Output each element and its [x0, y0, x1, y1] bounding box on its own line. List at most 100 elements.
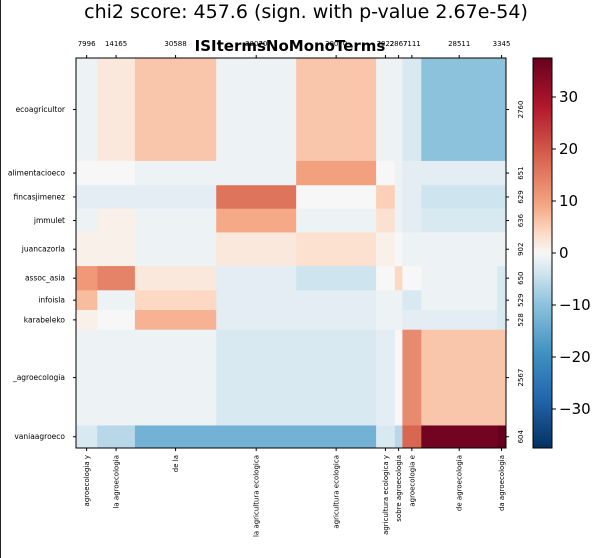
heatmap-cell: [402, 232, 422, 267]
column-label: agricultura ecologica: [333, 455, 341, 529]
heatmap-cell: [394, 160, 403, 186]
heatmap-cell: [394, 185, 403, 209]
heatmap-cell: [216, 232, 297, 267]
column-count-label: 28511: [448, 40, 470, 48]
heatmap-cell: [216, 208, 297, 233]
heatmap-cell: [497, 208, 507, 233]
heatmap-cell: [134, 329, 217, 426]
colorbar-tick-label: −10: [559, 296, 591, 314]
heatmap-cell: [134, 160, 217, 186]
heatmap-cell: [97, 290, 136, 311]
plot-frame: [75, 57, 507, 449]
row-count-label: 604: [517, 430, 525, 444]
heatmap-cell: [97, 329, 136, 426]
chart-subtitle: ISItermsNoMonoTerms: [195, 37, 386, 55]
heatmap-cell: [394, 425, 403, 449]
heatmap-cell: [134, 266, 217, 291]
heatmap-cell: [376, 290, 396, 311]
colorbar: 30 20 10 0 −10 −20 −30: [532, 57, 591, 449]
heatmap-cell: [402, 329, 422, 426]
heatmap-cell: [394, 58, 403, 162]
heatmap-cell: [97, 232, 136, 267]
heatmap-cell: [296, 266, 377, 291]
row-label: juancazorla: [21, 245, 65, 254]
heatmap-cell: [394, 290, 403, 311]
heatmap-cell: [97, 208, 136, 233]
row-label: karabeleko: [24, 315, 66, 324]
heatmap-cell: [216, 329, 297, 426]
heatmap-cell: [76, 310, 98, 331]
heatmap-cell: [134, 208, 217, 233]
heatmap-cell: [421, 425, 498, 449]
heatmap-cell: [76, 290, 98, 311]
heatmap-cell: [394, 266, 403, 291]
row-count-label: 651: [517, 166, 525, 179]
column-label: agroecologia y: [83, 455, 91, 506]
heatmap-cell: [76, 208, 98, 233]
row-count-label: 650: [517, 271, 525, 284]
left-edge-line: [0, 0, 1, 558]
row-label: ecoagricultor: [16, 105, 66, 114]
heatmap-cell: [376, 208, 396, 233]
heatmap-cell: [376, 425, 396, 449]
row-label: jmmulet: [33, 216, 65, 225]
column-count-label: 7996: [78, 40, 96, 48]
heatmap-cell: [376, 185, 396, 209]
heatmap-cell: [296, 185, 377, 209]
row-label: infoisla: [38, 296, 65, 305]
row-label: _agroecologia: [12, 373, 65, 382]
row-label: alimentacioeco: [8, 169, 66, 178]
heatmap-cell: [497, 310, 507, 331]
heatmap-cell: [421, 329, 498, 426]
heatmap-cell: [134, 232, 217, 267]
heatmap-cell: [497, 329, 507, 426]
heatmap-cell: [76, 232, 98, 267]
column-count-label: 3345: [493, 40, 511, 48]
colorbar-gradient: [532, 57, 553, 449]
heatmap-cell: [216, 266, 297, 291]
chart-title: chi2 score: 457.6 (sign. with p-value 2.…: [84, 1, 528, 23]
colorbar-tick-label: 20: [559, 140, 578, 158]
column-label: sobre agroecologia: [395, 455, 403, 522]
heatmap-cell: [421, 310, 498, 331]
heatmap-cell: [216, 185, 297, 209]
heatmap-cell: [376, 310, 396, 331]
heatmap-cell: [76, 329, 98, 426]
heatmap-cell: [296, 232, 377, 267]
heatmap-cell: [402, 208, 422, 233]
heatmap-cell: [402, 185, 422, 209]
column-label: de la: [172, 455, 180, 472]
column-count-label: 30070: [245, 40, 267, 48]
column-label: la agricultura ecologica: [253, 455, 261, 537]
heatmap-cell: [216, 58, 297, 162]
heatmap-cell: [421, 266, 498, 291]
row-count-label: 2567: [517, 369, 525, 387]
heatmap-cell: [97, 185, 136, 209]
heatmap-cell: [134, 185, 217, 209]
heatmap-cell: [394, 329, 403, 426]
heatmap-cell: [497, 266, 507, 291]
colorbar-tick-label: 10: [559, 192, 578, 210]
heatmap-cell: [376, 232, 396, 267]
column-count-label: 7022: [377, 40, 395, 48]
heatmap-cell: [421, 290, 498, 311]
heatmap-cell: [402, 425, 422, 449]
heatmap-cell: [134, 425, 217, 449]
column-label: agricultura ecologica y: [382, 455, 390, 535]
heatmap-cell: [216, 160, 297, 186]
heatmap-cell: [421, 185, 498, 209]
heatmap-cell: [376, 58, 396, 162]
heatmap-cell: [402, 310, 422, 331]
column-label: agroecologia e: [408, 455, 416, 507]
heatmap-cell: [421, 208, 498, 233]
heatmap-cell: [296, 208, 377, 233]
column-label: la agroecologia: [113, 455, 121, 509]
heatmap-cell: [134, 58, 217, 162]
heatmap-cell: [134, 310, 217, 331]
heatmap-cell: [421, 160, 498, 186]
colorbar-tick-label: 30: [559, 88, 578, 106]
heatmap-cell: [134, 290, 217, 311]
heatmap-cell: [76, 58, 98, 162]
heatmap-cell: [376, 160, 396, 186]
